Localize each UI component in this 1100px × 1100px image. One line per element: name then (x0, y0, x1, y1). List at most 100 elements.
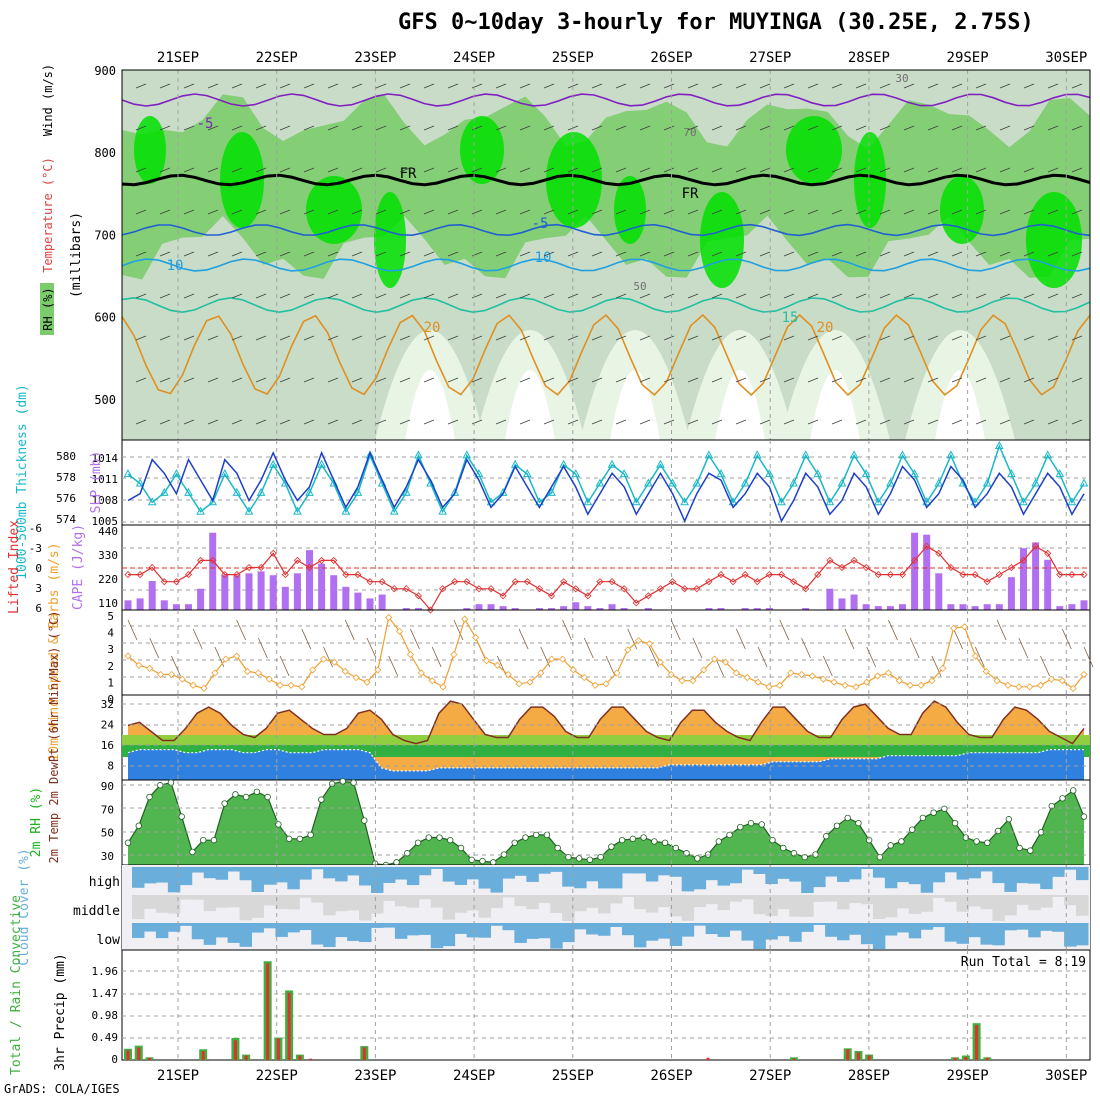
wind-barb (783, 251, 795, 257)
cloud-cell (1016, 895, 1029, 905)
wind-barb (783, 83, 795, 89)
lifted-index-point (1080, 571, 1088, 579)
thickness-point (837, 478, 847, 487)
wind-barb (231, 125, 243, 131)
thickness-tick: 574 (56, 513, 76, 526)
lifted-tick: 6 (35, 602, 42, 615)
wind-speed-point (635, 637, 643, 645)
wind-barb (471, 335, 483, 341)
cloud-cell (693, 895, 707, 908)
temp-band (122, 735, 1090, 745)
wind-barb (303, 83, 315, 89)
cloud-cell (884, 895, 898, 918)
wind-barb (855, 419, 867, 425)
wind-barb (495, 83, 507, 89)
cloud-cell (191, 923, 205, 940)
ylabel-precip: 3hr Precip (mm) (53, 953, 68, 1070)
wind-barb (951, 83, 963, 89)
cloud-cell (717, 895, 730, 911)
cloud-cell (167, 895, 181, 914)
wind-speed-point (1015, 683, 1023, 691)
wind-barb (951, 209, 963, 215)
ylabel-cloud: Cloud Cover (%) (17, 848, 32, 965)
wind-speed-point (1004, 681, 1012, 689)
wind-barb-10m (844, 628, 855, 650)
wind-barb-10m (670, 619, 681, 641)
rh2m-point (178, 813, 185, 820)
date-label-bottom: 30SEP (1045, 1068, 1087, 1084)
wind-speed-point (189, 681, 197, 689)
rh2m-point (554, 844, 561, 852)
wind-barb (759, 419, 771, 425)
thickness-point (777, 497, 786, 506)
pressure-tick: 700 (94, 228, 116, 242)
cloud-cell (968, 867, 981, 879)
lifted-index-point (1044, 549, 1052, 557)
rh2m-point (908, 826, 916, 833)
cloud-cell (586, 895, 599, 908)
wind-barb (135, 377, 147, 383)
wind-barb (759, 335, 771, 341)
wind-tick: 2 (107, 660, 114, 673)
cloud-cell (621, 867, 635, 874)
wind-barb (399, 251, 411, 257)
cape-bar (1056, 606, 1064, 610)
wind-barb (1023, 293, 1035, 299)
rh2m-point (1059, 795, 1066, 802)
wind-barb-10m (692, 637, 703, 659)
wind-barb (183, 293, 195, 299)
wind-barb (591, 251, 603, 257)
wind-barb-10m (149, 637, 160, 659)
rh2m-point (608, 843, 615, 850)
wind-speed-point (884, 669, 893, 677)
thickness-point (123, 469, 133, 478)
wind-barb (495, 167, 507, 173)
lifted-index-point (366, 578, 374, 586)
wind-barb (999, 377, 1011, 383)
lifted-index-point (197, 556, 205, 564)
cape-bar (620, 608, 628, 610)
cloud-cell (263, 867, 276, 885)
wind-barb (759, 83, 771, 89)
cloud-cell (789, 867, 802, 882)
cloud-cell (359, 923, 372, 943)
ylabel-wind: Wind (m/s) (41, 64, 55, 136)
cloud-cell (167, 923, 181, 932)
wind-barb (759, 209, 771, 215)
wind-barb-10m (562, 619, 572, 641)
cloud-cell (323, 923, 336, 948)
wind-barb (447, 251, 459, 257)
lifted-index-point (209, 556, 217, 564)
precip-conv-bar (233, 1040, 237, 1060)
wind-speed-point (906, 681, 914, 689)
wind-speed-point (406, 650, 415, 659)
cloud-cell (992, 867, 1005, 884)
cloud-cell (1052, 895, 1065, 897)
wind-speed-point (558, 655, 567, 663)
wind-speed-point (461, 615, 469, 623)
cloud-cell (980, 867, 993, 872)
wind-barb (543, 335, 555, 341)
rh2m-point (651, 838, 658, 845)
lifted-index-point (584, 592, 592, 600)
cloud-cell (382, 923, 396, 928)
cloud-cell (1016, 867, 1029, 884)
cloud-cell (741, 923, 754, 941)
wind-barb (639, 335, 651, 341)
cloud-cell (299, 923, 312, 931)
wind-barb (327, 167, 339, 173)
wind-barb (255, 335, 267, 341)
cloud-cell (155, 923, 169, 939)
wind-barb (807, 125, 819, 131)
wind-barb (399, 419, 411, 425)
rh2m-point (425, 834, 432, 841)
thickness-point (498, 487, 508, 496)
wind-speed-point (1080, 670, 1088, 679)
precip-conv-bar (276, 1038, 280, 1060)
cloud-cell (586, 923, 599, 935)
cloud-cell (777, 923, 790, 937)
thickness-point (147, 497, 157, 506)
cloud-row-label: high (89, 875, 120, 890)
wind-barb (1071, 83, 1083, 89)
